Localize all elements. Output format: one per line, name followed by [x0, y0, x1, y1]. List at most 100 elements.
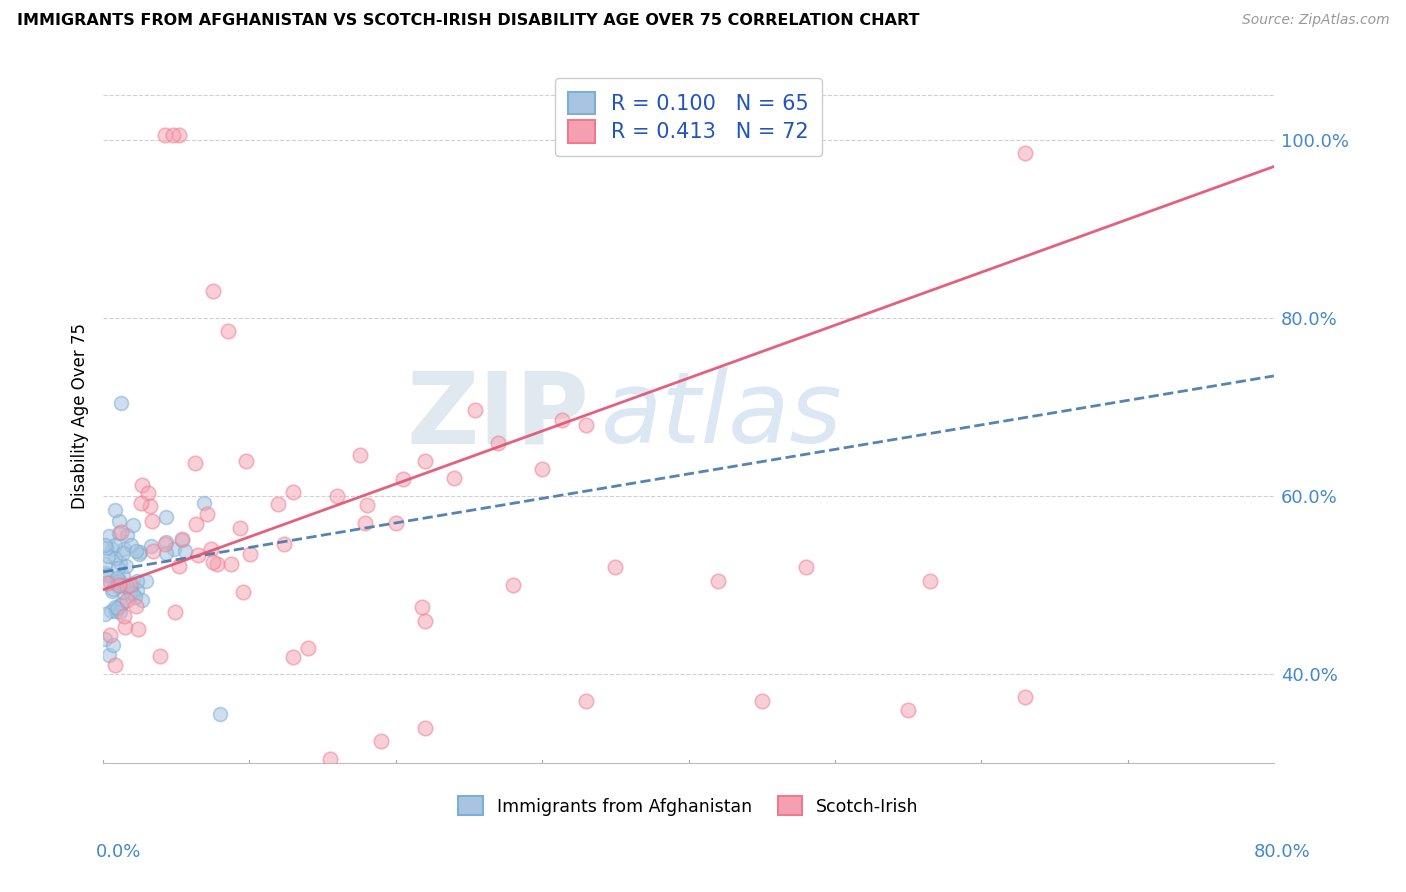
Point — [136, 486, 159, 500]
Point — [605, 560, 627, 574]
Point — [118, 584, 141, 599]
Point — [153, 536, 176, 550]
Point — [96, 568, 118, 582]
Point — [385, 516, 408, 530]
Point — [174, 544, 197, 558]
Point — [326, 489, 349, 503]
Point — [112, 541, 135, 556]
Point — [193, 496, 215, 510]
Point — [155, 534, 177, 549]
Point — [125, 574, 148, 588]
Point — [1014, 690, 1036, 704]
Point — [108, 573, 131, 587]
Point — [135, 574, 157, 588]
Point — [98, 529, 121, 543]
Point — [129, 496, 152, 510]
Point — [141, 544, 163, 558]
Point — [104, 658, 127, 673]
Point — [115, 593, 138, 607]
Point — [267, 497, 290, 511]
Point — [93, 538, 115, 552]
Point — [413, 721, 436, 735]
Text: atlas: atlas — [600, 368, 842, 465]
Point — [98, 575, 121, 590]
Point — [110, 598, 132, 612]
Point — [111, 584, 134, 599]
Point — [111, 578, 134, 592]
Point — [107, 561, 129, 575]
Point — [464, 402, 486, 417]
Point — [486, 435, 509, 450]
Point — [141, 514, 163, 528]
Point — [94, 541, 117, 555]
Point — [918, 574, 941, 588]
Point — [531, 462, 554, 476]
Point — [443, 471, 465, 485]
Point — [94, 632, 117, 647]
Point — [139, 539, 162, 553]
Point — [93, 607, 115, 622]
Point — [184, 456, 207, 470]
Point — [125, 599, 148, 614]
Point — [110, 525, 132, 540]
Text: 0.0%: 0.0% — [96, 843, 141, 861]
Point — [104, 503, 127, 517]
Point — [153, 128, 176, 143]
Point — [356, 498, 378, 512]
Point — [112, 569, 135, 583]
Y-axis label: Disability Age Over 75: Disability Age Over 75 — [72, 323, 89, 509]
Point — [1014, 146, 1036, 161]
Point — [120, 578, 142, 592]
Point — [162, 542, 184, 557]
Point — [201, 285, 224, 299]
Point — [200, 541, 222, 556]
Point — [207, 557, 229, 571]
Point — [110, 395, 132, 409]
Point — [93, 557, 115, 571]
Point — [319, 752, 342, 766]
Point — [101, 638, 124, 652]
Point — [162, 128, 184, 143]
Point — [354, 516, 377, 530]
Point — [100, 604, 122, 618]
Point — [283, 484, 305, 499]
Point — [128, 544, 150, 558]
Point — [751, 694, 773, 708]
Point — [100, 584, 122, 599]
Point — [349, 448, 371, 462]
Point — [239, 547, 262, 561]
Point — [108, 577, 131, 591]
Point — [125, 544, 148, 558]
Point — [229, 521, 252, 535]
Point — [110, 578, 132, 592]
Point — [391, 472, 413, 486]
Point — [104, 599, 127, 614]
Point — [155, 509, 177, 524]
Point — [128, 547, 150, 561]
Point — [125, 583, 148, 598]
Point — [131, 478, 153, 492]
Point — [502, 578, 524, 592]
Point — [105, 571, 128, 585]
Point — [114, 559, 136, 574]
Point — [794, 560, 817, 574]
Point — [107, 574, 129, 589]
Point — [201, 555, 224, 569]
Point — [121, 577, 143, 591]
Point — [187, 548, 209, 562]
Point — [170, 533, 193, 547]
Point — [98, 648, 121, 662]
Point — [96, 575, 118, 590]
Point — [172, 533, 194, 547]
Point — [297, 640, 319, 655]
Text: Source: ZipAtlas.com: Source: ZipAtlas.com — [1241, 13, 1389, 28]
Point — [167, 559, 190, 574]
Point — [94, 566, 117, 580]
Point — [897, 703, 920, 717]
Point — [101, 542, 124, 557]
Point — [117, 528, 139, 542]
Point — [124, 591, 146, 605]
Point — [97, 549, 120, 563]
Point — [107, 579, 129, 593]
Point — [115, 579, 138, 593]
